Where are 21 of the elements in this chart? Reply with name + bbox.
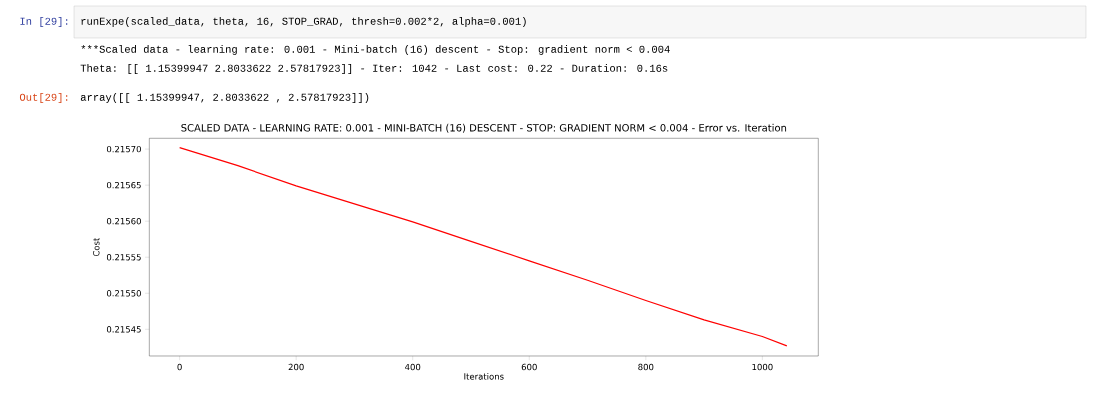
- x-tick-label: 600: [521, 363, 537, 371]
- x-tick-label: 200: [288, 363, 304, 371]
- x-tick-label: 800: [638, 363, 654, 371]
- y-tick-label: 0.21555: [106, 254, 141, 261]
- x-tick-label: 400: [405, 363, 421, 371]
- x-tick-label: 0: [177, 363, 182, 371]
- y-tick-label: 0.21560: [106, 217, 141, 225]
- y-tick-label: 0.21550: [106, 290, 141, 297]
- text: array([[ 1.15399947, 2.8033622 , 2.57817923]]): [80, 93, 369, 103]
- text: In [29]:: [20, 17, 68, 27]
- text: runExpe(scaled_data, theta, 16, STOP_GRAD, thresh=0.002*2, alpha=0.001): [81, 17, 526, 27]
- x-axis-title: Iterations: [464, 373, 504, 380]
- y-axis-title: Cost: [93, 237, 100, 257]
- text: ***Scaled data - learning rate: 0.001 - Mini-batch (16) descent - Stop: gradient norm < 0.004: [81, 45, 670, 55]
- y-tick-label: 0.21570: [106, 145, 141, 153]
- x-tick-label: 1000: [752, 363, 773, 371]
- text: Out[29]:: [19, 93, 68, 103]
- y-tick-label: 0.21565: [106, 181, 141, 189]
- y-tick-label: 0.21545: [106, 326, 141, 333]
- chart-title: SCALED DATA - LEARNING RATE: 0.001 - MINI-BATCH (16) DESCENT - STOP: GRADIENT NORM < 0.004 - Error vs. Iteration: [181, 123, 787, 133]
- text: Theta: [[ 1.15399947 2.8033622 2.57817923]] - Iter: 1042 - Last cost: 0.22 - Duration: 0.16s: [80, 64, 668, 74]
